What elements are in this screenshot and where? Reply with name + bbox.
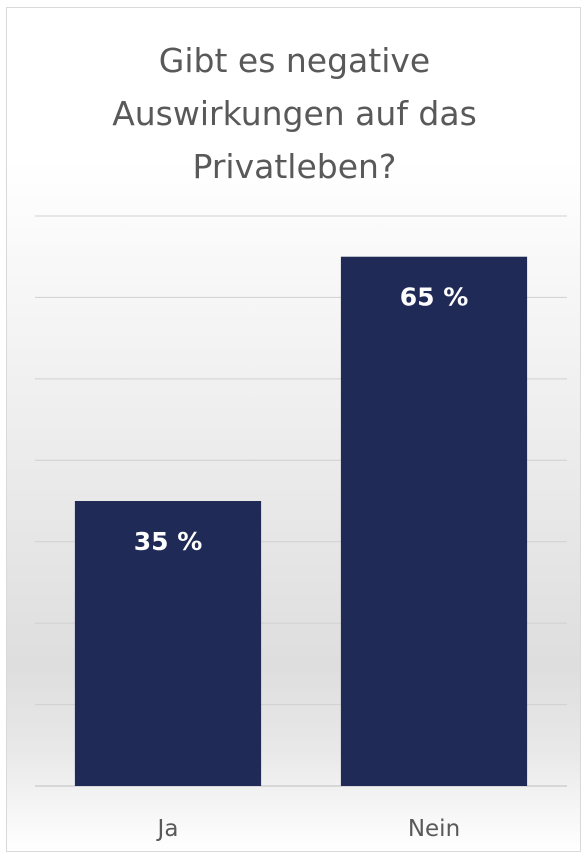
bars <box>75 257 527 786</box>
bar-chart-plot: 35 % 65 % Ja Nein <box>7 8 581 852</box>
category-label-nein: Nein <box>408 816 460 842</box>
category-label-ja: Ja <box>156 816 179 842</box>
data-label-ja: 35 % <box>134 527 203 556</box>
chart-frame: Gibt es negative Auswirkungen auf das Pr… <box>6 7 581 852</box>
bar-nein <box>341 257 527 786</box>
data-label-nein: 65 % <box>400 283 469 312</box>
category-labels: Ja Nein <box>156 816 461 842</box>
